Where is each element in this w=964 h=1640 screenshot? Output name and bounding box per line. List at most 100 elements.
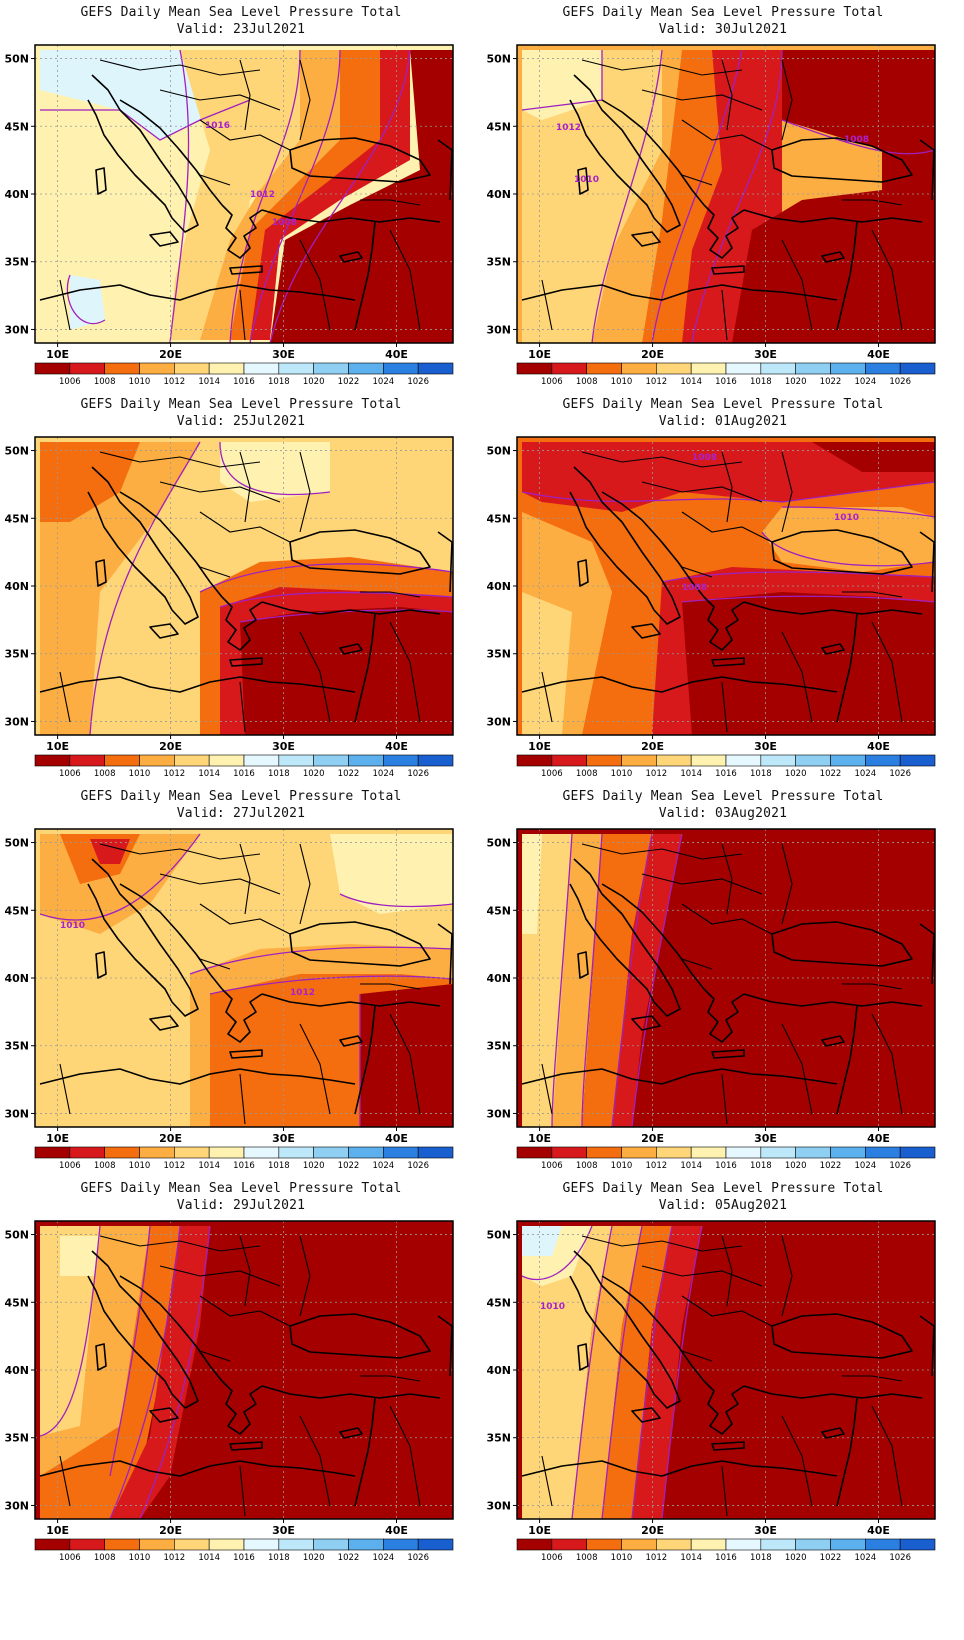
coastline bbox=[87, 858, 199, 1017]
colorbar-label: 1006 bbox=[59, 1161, 81, 1171]
colorbar-swatch bbox=[621, 362, 657, 375]
isobar-line bbox=[681, 595, 935, 603]
isobar-line bbox=[591, 49, 663, 343]
colorbar-swatch bbox=[139, 362, 175, 375]
country-border bbox=[59, 671, 71, 723]
colorbar-label: 1018 bbox=[268, 1161, 290, 1171]
longitude-tick-label: 30E bbox=[754, 1132, 777, 1145]
colorbar-swatch bbox=[899, 1146, 936, 1159]
country-border bbox=[541, 1455, 553, 1507]
coastline bbox=[437, 1315, 453, 1377]
longitude-tick-label: 30E bbox=[272, 1524, 295, 1537]
colorbar-label: 1020 bbox=[785, 1161, 807, 1171]
country-border bbox=[681, 1295, 773, 1327]
colorbar-swatch bbox=[865, 754, 901, 767]
isobar-line bbox=[39, 1225, 101, 1437]
latitude-tick-label: 35N bbox=[4, 648, 29, 661]
colorbar-swatch bbox=[725, 1146, 762, 1159]
country-border bbox=[199, 511, 291, 543]
coastline bbox=[229, 265, 263, 275]
coastline bbox=[229, 1441, 263, 1451]
pressure-fill-region bbox=[522, 50, 662, 343]
colorbar-swatch bbox=[243, 1146, 280, 1159]
pressure-fill-region bbox=[732, 50, 935, 343]
coastline bbox=[771, 529, 913, 575]
latitude-tick-label: 50N bbox=[486, 53, 511, 66]
country-border bbox=[239, 289, 246, 341]
coastline bbox=[821, 1427, 845, 1439]
colorbar-swatch bbox=[348, 1538, 384, 1551]
latitude-tick-label: 40N bbox=[486, 972, 511, 985]
latitude-tick-label: 45N bbox=[486, 1296, 511, 1309]
coastline bbox=[39, 1068, 356, 1085]
colorbar-label: 1024 bbox=[855, 377, 877, 387]
isobar-line bbox=[611, 833, 653, 1127]
colorbar-label: 1012 bbox=[164, 377, 186, 387]
map-panel: GEFS Daily Mean Sea Level Pressure Total… bbox=[0, 1176, 482, 1586]
colorbar-label: 1022 bbox=[338, 1553, 360, 1563]
country-border bbox=[99, 451, 261, 468]
isobar-line bbox=[199, 563, 453, 593]
coastline bbox=[221, 204, 263, 259]
coastline bbox=[95, 951, 107, 979]
colorbar-swatch bbox=[417, 754, 454, 767]
longitude-tick-label: 30E bbox=[754, 348, 777, 361]
colorbar-swatch bbox=[551, 1146, 587, 1159]
colorbar-swatch bbox=[760, 1146, 796, 1159]
pressure-fill-region bbox=[602, 1226, 672, 1519]
coastline bbox=[95, 559, 107, 587]
colorbar-label: 1008 bbox=[576, 769, 598, 779]
colorbar-swatch bbox=[865, 1538, 901, 1551]
longitude-tick-label: 40E bbox=[867, 740, 890, 753]
pressure-fill-region bbox=[270, 50, 453, 343]
isobar-line bbox=[661, 571, 935, 583]
latitude-tick-label: 50N bbox=[4, 445, 29, 458]
colorbar-swatch bbox=[69, 1146, 105, 1159]
colorbar-label: 1024 bbox=[373, 1161, 395, 1171]
country-border bbox=[299, 631, 331, 723]
country-border bbox=[721, 1465, 728, 1517]
isobar-line bbox=[781, 119, 935, 155]
coastline bbox=[437, 531, 453, 593]
country-border bbox=[871, 1013, 903, 1115]
coastline bbox=[577, 1343, 589, 1371]
coastline bbox=[711, 265, 745, 275]
colorbar-swatch bbox=[174, 1146, 210, 1159]
colorbar-label: 1018 bbox=[750, 769, 772, 779]
panel-title: GEFS Daily Mean Sea Level Pressure Total bbox=[80, 5, 402, 20]
country-border bbox=[581, 843, 743, 860]
pressure-map: 1010 1008 1008 50N 45N 40N 35N 30N 10E 20E 30E 40E 1… bbox=[486, 436, 936, 779]
pressure-fill-region bbox=[522, 442, 935, 512]
country-border bbox=[99, 843, 261, 860]
colorbar-swatch bbox=[865, 362, 901, 375]
coastline bbox=[261, 1385, 441, 1399]
longitude-tick-label: 10E bbox=[46, 348, 69, 361]
colorbar-label: 1010 bbox=[611, 769, 633, 779]
map-panel: GEFS Daily Mean Sea Level Pressure Total… bbox=[0, 0, 482, 410]
latitude-tick-label: 40N bbox=[486, 580, 511, 593]
panel-valid-date: Valid: 29Jul2021 bbox=[176, 1198, 306, 1213]
isobar-line bbox=[109, 1225, 181, 1519]
isobar-line bbox=[631, 1225, 673, 1519]
longitude-tick-label: 10E bbox=[528, 740, 551, 753]
country-border bbox=[781, 631, 813, 723]
colorbar-label: 1012 bbox=[646, 377, 668, 387]
coastline bbox=[119, 1275, 223, 1382]
map-panel: GEFS Daily Mean Sea Level Pressure Total… bbox=[0, 392, 482, 802]
latitude-tick-label: 40N bbox=[486, 1364, 511, 1377]
latitude-tick-label: 50N bbox=[486, 1229, 511, 1242]
colorbar-swatch bbox=[760, 1538, 796, 1551]
colorbar-label: 1012 bbox=[164, 769, 186, 779]
isobar-line bbox=[269, 49, 411, 343]
colorbar-label: 1012 bbox=[164, 1161, 186, 1171]
longitude-tick-label: 30E bbox=[754, 1524, 777, 1537]
coastline bbox=[119, 491, 223, 598]
coastline bbox=[354, 613, 376, 723]
coastline bbox=[743, 993, 923, 1007]
coastline bbox=[261, 993, 441, 1007]
country-border bbox=[299, 239, 331, 331]
latitude-tick-label: 50N bbox=[486, 445, 511, 458]
colorbar-label: 1026 bbox=[407, 1553, 429, 1563]
colorbar-swatch bbox=[690, 1538, 727, 1551]
colorbar-swatch bbox=[865, 1146, 901, 1159]
